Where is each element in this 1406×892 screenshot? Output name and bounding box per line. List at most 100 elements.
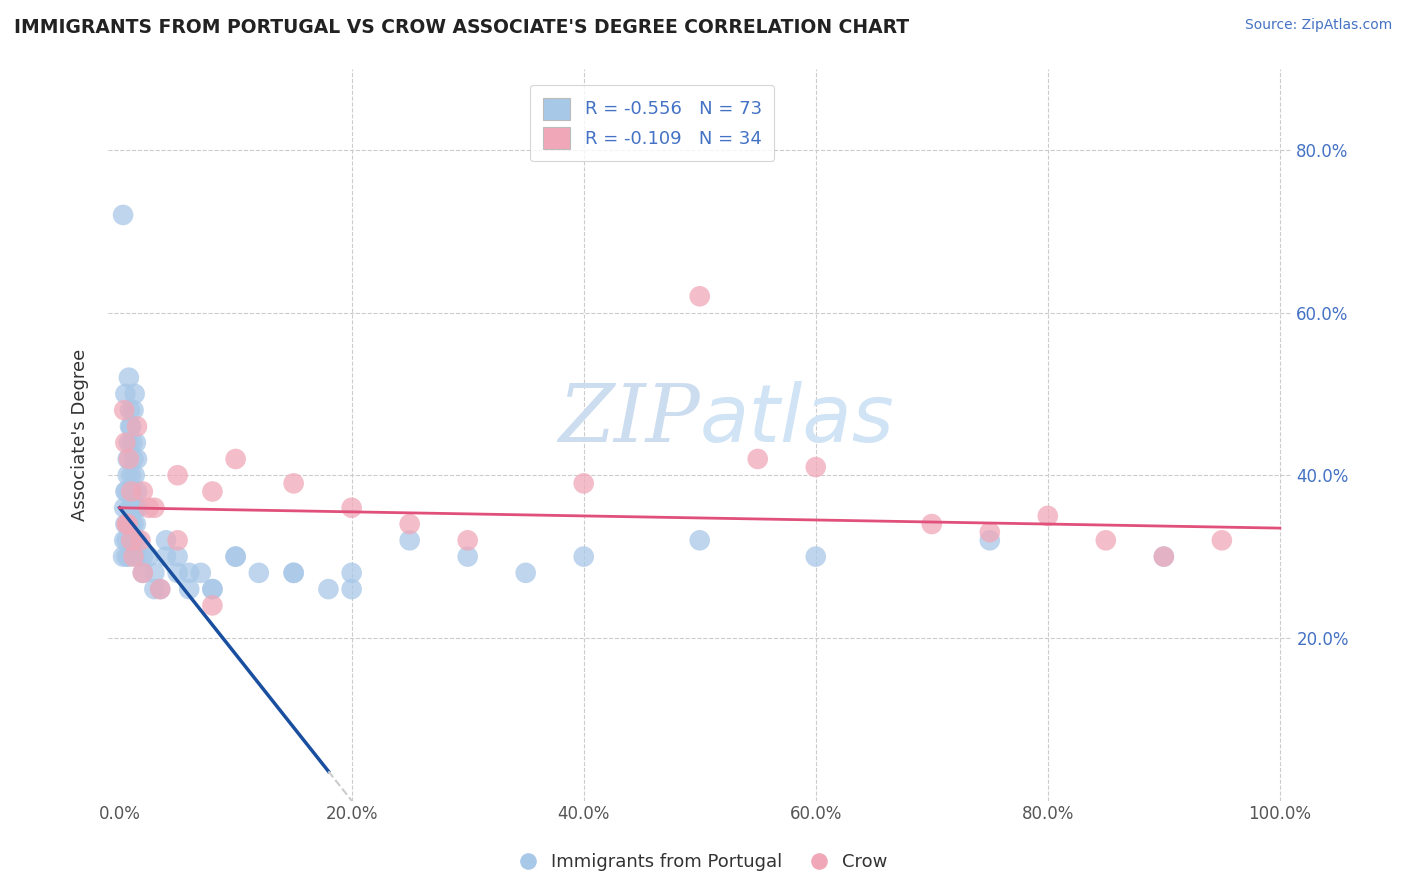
Point <box>118 403 141 417</box>
Point <box>166 566 188 580</box>
Point <box>689 289 711 303</box>
Point <box>125 484 148 499</box>
Point <box>121 435 143 450</box>
Point <box>115 549 138 564</box>
Point <box>114 387 136 401</box>
Point <box>122 500 145 515</box>
Point <box>124 387 146 401</box>
Point <box>143 500 166 515</box>
Point <box>138 500 160 515</box>
Point <box>149 582 172 596</box>
Point <box>572 549 595 564</box>
Point <box>1153 549 1175 564</box>
Point <box>117 516 139 531</box>
Point <box>122 549 145 564</box>
Point <box>118 370 141 384</box>
Point <box>1211 533 1233 548</box>
Point <box>132 484 155 499</box>
Point <box>689 533 711 548</box>
Point <box>225 549 247 564</box>
Point <box>114 484 136 499</box>
Point <box>457 549 479 564</box>
Point <box>115 484 138 499</box>
Point <box>318 582 340 596</box>
Point <box>747 452 769 467</box>
Point <box>132 566 155 580</box>
Legend: Immigrants from Portugal, Crow: Immigrants from Portugal, Crow <box>512 847 894 879</box>
Point <box>247 566 270 580</box>
Point <box>125 549 148 564</box>
Point <box>115 533 138 548</box>
Point <box>118 549 141 564</box>
Point <box>120 533 142 548</box>
Point <box>132 549 155 564</box>
Point <box>114 435 136 450</box>
Legend: R = -0.556   N = 73, R = -0.109   N = 34: R = -0.556 N = 73, R = -0.109 N = 34 <box>530 85 775 161</box>
Point <box>125 533 148 548</box>
Point <box>115 516 138 531</box>
Point <box>225 452 247 467</box>
Text: Source: ZipAtlas.com: Source: ZipAtlas.com <box>1244 18 1392 32</box>
Point <box>201 599 224 613</box>
Point <box>112 403 135 417</box>
Text: ZIP: ZIP <box>558 381 700 458</box>
Point <box>120 533 142 548</box>
Point <box>125 516 148 531</box>
Point <box>155 549 177 564</box>
Point <box>340 566 363 580</box>
Point <box>201 582 224 596</box>
Point <box>340 582 363 596</box>
Point <box>120 516 142 531</box>
Point <box>179 582 201 596</box>
Point <box>179 566 201 580</box>
Point <box>117 468 139 483</box>
Point <box>118 500 141 515</box>
Point <box>129 533 152 548</box>
Point <box>166 549 188 564</box>
Point <box>201 484 224 499</box>
Point <box>120 468 142 483</box>
Point <box>117 516 139 531</box>
Point <box>122 516 145 531</box>
Point <box>138 549 160 564</box>
Point <box>112 533 135 548</box>
Point <box>149 582 172 596</box>
Point <box>112 549 135 564</box>
Point <box>283 566 305 580</box>
Point <box>125 500 148 515</box>
Point <box>1153 549 1175 564</box>
Point <box>340 500 363 515</box>
Point <box>804 549 827 564</box>
Point <box>143 582 166 596</box>
Point <box>166 468 188 483</box>
Point <box>132 566 155 580</box>
Point <box>120 484 142 499</box>
Point <box>283 476 305 491</box>
Point <box>118 419 141 434</box>
Point <box>166 533 188 548</box>
Point <box>120 419 142 434</box>
Point <box>515 566 537 580</box>
Point <box>118 435 141 450</box>
Point <box>979 525 1001 540</box>
Point <box>979 533 1001 548</box>
Point <box>1094 533 1116 548</box>
Point <box>127 500 149 515</box>
Point <box>117 452 139 467</box>
Text: IMMIGRANTS FROM PORTUGAL VS CROW ASSOCIATE'S DEGREE CORRELATION CHART: IMMIGRANTS FROM PORTUGAL VS CROW ASSOCIA… <box>14 18 910 37</box>
Point <box>120 500 142 515</box>
Point <box>457 533 479 548</box>
Point <box>122 403 145 417</box>
Point <box>125 419 148 434</box>
Point <box>124 533 146 548</box>
Point <box>921 516 943 531</box>
Point <box>118 516 141 531</box>
Point <box>398 516 420 531</box>
Y-axis label: Associate's Degree: Associate's Degree <box>72 349 89 521</box>
Point <box>124 468 146 483</box>
Point <box>112 208 135 222</box>
Point <box>143 566 166 580</box>
Point <box>225 549 247 564</box>
Point <box>398 533 420 548</box>
Point <box>125 452 148 467</box>
